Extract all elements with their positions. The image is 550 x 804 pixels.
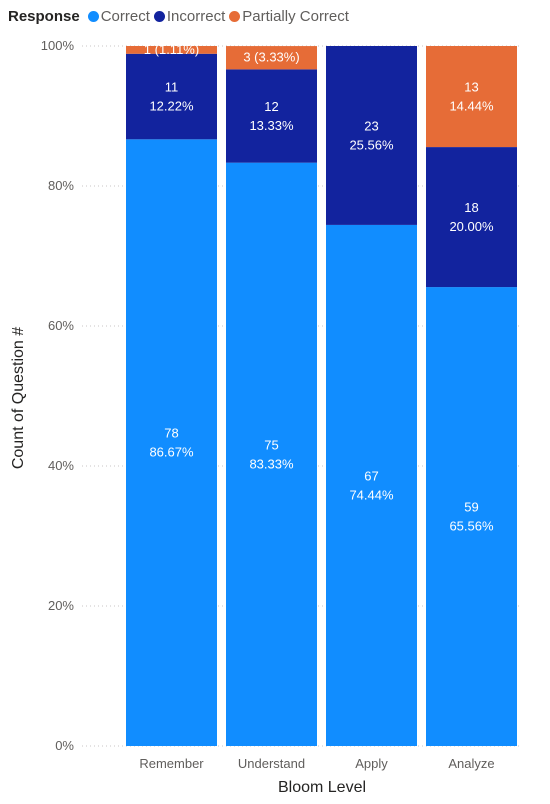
y-axis-ticks: 0% 20% 40% 60% 80% 100% — [41, 38, 75, 753]
data-label: 20.00% — [449, 219, 494, 234]
y-tick-label: 60% — [48, 318, 74, 333]
y-tick-label: 0% — [55, 738, 74, 753]
bar-segment-incorrect[interactable] — [126, 53, 217, 140]
data-label: 3 (3.33%) — [243, 50, 299, 65]
y-tick-label: 20% — [48, 598, 74, 613]
x-tick-label: Remember — [139, 756, 204, 771]
data-label: 25.56% — [349, 137, 394, 152]
bar-segment-incorrect[interactable] — [426, 147, 517, 288]
data-label: 12.22% — [149, 99, 194, 114]
legend-label-partially-correct: Partially Correct — [242, 7, 349, 25]
y-tick-label: 40% — [48, 458, 74, 473]
bar-segment-correct[interactable] — [326, 224, 417, 747]
data-label: 83.33% — [249, 456, 294, 471]
legend-label-correct: Correct — [100, 7, 150, 25]
bar-segment-partially-correct[interactable] — [426, 46, 517, 148]
legend-swatch-partially-correct — [229, 10, 241, 22]
x-tick-label: Apply — [355, 756, 388, 771]
legend-title: Response — [8, 7, 80, 25]
bars — [126, 46, 517, 747]
bar-segment-incorrect[interactable] — [326, 46, 417, 225]
bar-segment-correct[interactable] — [426, 287, 517, 746]
data-label: 12 — [264, 99, 278, 114]
chart-legend: Response Correct Incorrect Partially Cor… — [8, 6, 353, 26]
legend-item-partially-correct[interactable]: Partially Correct — [229, 8, 349, 25]
data-label: 18 — [464, 200, 478, 215]
data-label: 74.44% — [349, 487, 394, 502]
x-tick-label: Analyze — [448, 756, 494, 771]
bar-segment-correct[interactable] — [226, 162, 317, 746]
data-label: 86.67% — [149, 445, 194, 460]
data-label: 23 — [364, 118, 378, 133]
legend-swatch-incorrect — [153, 10, 165, 22]
bar-segment-partially-correct[interactable] — [226, 46, 317, 70]
bar-segment-incorrect[interactable] — [226, 69, 317, 163]
data-label: 78 — [164, 426, 178, 441]
data-label: 11 — [165, 80, 179, 95]
x-tick-label: Understand — [238, 756, 305, 771]
legend-label-incorrect: Incorrect — [166, 7, 226, 25]
data-label: 13.33% — [249, 118, 294, 133]
legend-item-incorrect[interactable]: Incorrect — [153, 7, 226, 25]
data-label: 1 (1.11%) — [144, 42, 199, 57]
data-label: 14.44% — [449, 99, 494, 114]
data-label: 13 — [464, 80, 478, 95]
bar-segment-correct[interactable] — [126, 139, 217, 746]
y-tick-label: 80% — [48, 178, 74, 193]
legend-item-correct[interactable]: Correct — [87, 7, 150, 25]
y-axis-title: Count of Question # — [10, 327, 27, 469]
data-label: 59 — [464, 500, 478, 515]
data-labels: 78 86.67% 11 12.22% 1 (1.11%) 75 83.33% 12 13.33… — [144, 42, 494, 534]
y-tick-label: 100% — [41, 38, 75, 53]
data-label: 65.56% — [449, 519, 494, 534]
data-label: 67 — [364, 468, 378, 483]
x-axis-title: Bloom Level — [278, 779, 366, 796]
x-axis-ticks: Remember Understand Apply Analyze — [139, 756, 494, 771]
legend-swatch-correct — [87, 10, 99, 22]
data-label: 75 — [264, 437, 278, 452]
bar-segment-partially-correct[interactable] — [126, 46, 217, 54]
